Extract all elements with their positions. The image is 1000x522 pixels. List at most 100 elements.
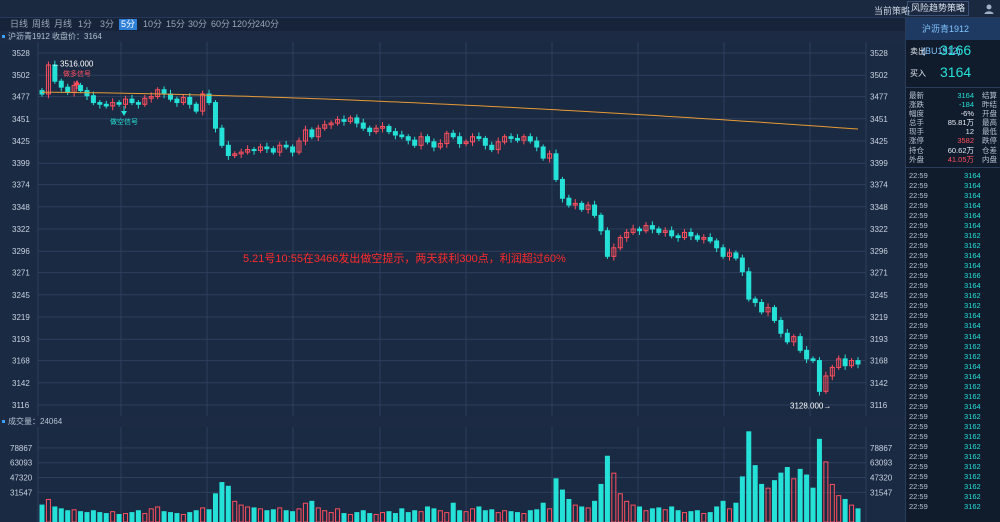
volume-bar <box>656 507 662 522</box>
candle-body <box>771 307 777 321</box>
price-tick-right: 3168 <box>870 357 888 366</box>
quote-row: 幅度 -6% 开盘 <box>906 109 1000 118</box>
chart-header: 沪沥青1912 收盘价：3164 <box>0 31 905 42</box>
period-tab[interactable]: 5分 <box>119 19 138 30</box>
price-tick-right: 3245 <box>870 291 888 300</box>
candle-body <box>437 143 443 148</box>
candle-body <box>367 127 373 133</box>
volume-bar <box>810 487 816 522</box>
tick-price: 3162 <box>964 431 981 441</box>
quote-label-right: 最高 <box>982 118 997 128</box>
tick-list[interactable]: 22:59 3164 22:59 3164 22:59 3164 22:59 3164 22:5… <box>906 171 1000 513</box>
volume-bar <box>688 511 694 522</box>
volume-bar <box>168 512 174 522</box>
candle-body <box>784 332 790 343</box>
price-tick-right: 3374 <box>870 181 888 190</box>
tick-row: 22:59 3162 <box>906 452 1000 462</box>
candle-body <box>431 141 437 148</box>
volume-bar <box>604 455 610 522</box>
candle-body <box>540 146 546 159</box>
quote-value: 41.05万 <box>947 154 974 164</box>
volume-bar <box>212 493 218 522</box>
candle-body <box>450 132 456 138</box>
candle-body <box>283 144 289 148</box>
price-tick-right: 3116 <box>870 401 888 410</box>
tick-price: 3162 <box>964 482 981 492</box>
volume-bar <box>206 509 212 522</box>
volume-bar <box>45 498 51 522</box>
period-tab[interactable]: 60分 <box>211 19 231 29</box>
price-tick-left: 3451 <box>12 115 30 124</box>
volume-bar <box>598 483 604 522</box>
price-tick-left: 3142 <box>12 379 30 388</box>
quote-label-right: 仓差 <box>982 145 997 155</box>
tick-row: 22:59 3164 <box>906 191 1000 201</box>
volume-bar <box>225 485 231 522</box>
candlestick-chart[interactable]: 3528 3528 3502 3502 3477 3477 3451 3451 3425 3425… <box>0 0 905 522</box>
bid-row[interactable]: 买入 3164 <box>906 62 1000 84</box>
price-tick-left: 3374 <box>12 181 30 190</box>
volume-bar <box>174 513 180 522</box>
period-tab[interactable]: 周线 <box>32 19 51 29</box>
buy-arrow-icon <box>74 80 80 85</box>
tick-price: 3162 <box>964 452 981 462</box>
strategy-select[interactable]: 风险趋势策略 ⌵ <box>907 1 969 16</box>
strategy-select-value: 风险趋势策略 <box>911 3 966 13</box>
volume-bar <box>425 506 431 522</box>
volume-bar <box>816 438 822 522</box>
volume-bar <box>482 510 488 522</box>
candle-body <box>90 95 96 104</box>
candle-body <box>97 102 103 105</box>
period-tab[interactable]: 10分 <box>143 19 163 29</box>
period-tab[interactable]: 3分 <box>100 19 115 29</box>
tick-time: 22:59 <box>909 291 928 301</box>
volume-bar <box>309 500 315 522</box>
quote-row: 现手 12 最低 <box>906 127 1000 136</box>
tick-row: 22:59 3162 <box>906 492 1000 502</box>
tick-price: 3164 <box>964 311 981 321</box>
user-icon[interactable] <box>983 3 995 15</box>
tick-time: 22:59 <box>909 220 928 230</box>
volume-bar <box>714 506 720 522</box>
tick-row: 22:59 3164 <box>906 201 1000 211</box>
contract-title[interactable]: 沪沥青1912 (BU1912) <box>906 18 1000 56</box>
quote-value: 60.62万 <box>947 145 974 155</box>
period-tab[interactable]: 30分 <box>188 19 208 29</box>
tick-row: 22:59 3162 <box>906 462 1000 472</box>
price-tick-left: 3425 <box>12 137 30 146</box>
volume-bar <box>701 513 707 522</box>
tick-time: 22:59 <box>909 170 928 180</box>
period-tab[interactable]: 日线 <box>10 19 29 29</box>
tick-row: 22:59 3162 <box>906 472 1000 482</box>
ask-row[interactable]: 卖出 3166 <box>906 40 1000 62</box>
tick-row: 22:59 3162 <box>906 442 1000 452</box>
tick-row: 22:59 3162 <box>906 342 1000 352</box>
tick-row: 22:59 3164 <box>906 261 1000 271</box>
tick-row: 22:59 3162 <box>906 432 1000 442</box>
candle-body <box>212 102 218 129</box>
candle-body <box>617 237 623 249</box>
tick-time: 22:59 <box>909 361 928 371</box>
chevron-down-icon: ⌵ <box>958 4 965 13</box>
candle-body <box>219 127 225 146</box>
volume-tick-right: 47320 <box>870 474 893 483</box>
quote-label: 幅度 <box>909 109 924 119</box>
tick-price: 3164 <box>964 321 981 331</box>
period-tab[interactable]: 1分 <box>78 19 93 29</box>
tick-row: 22:59 3164 <box>906 372 1000 382</box>
period-tab[interactable]: 15分 <box>166 19 186 29</box>
tick-price: 3162 <box>964 351 981 361</box>
candle-body <box>534 140 540 148</box>
candle-body <box>791 336 797 343</box>
quote-label-right: 昨结 <box>982 100 997 110</box>
period-tab[interactable]: 120分 <box>232 19 257 29</box>
quote-row: 涨停 3582 跌停 <box>906 136 1000 145</box>
divider <box>906 166 1000 168</box>
volume-bar <box>842 498 848 522</box>
period-tab[interactable]: 240分 <box>255 19 280 29</box>
candle-body <box>58 80 64 88</box>
tick-price: 3162 <box>964 442 981 452</box>
period-tab[interactable]: 月线 <box>54 19 73 29</box>
candle-body <box>200 93 206 112</box>
volume-bar <box>290 511 296 522</box>
